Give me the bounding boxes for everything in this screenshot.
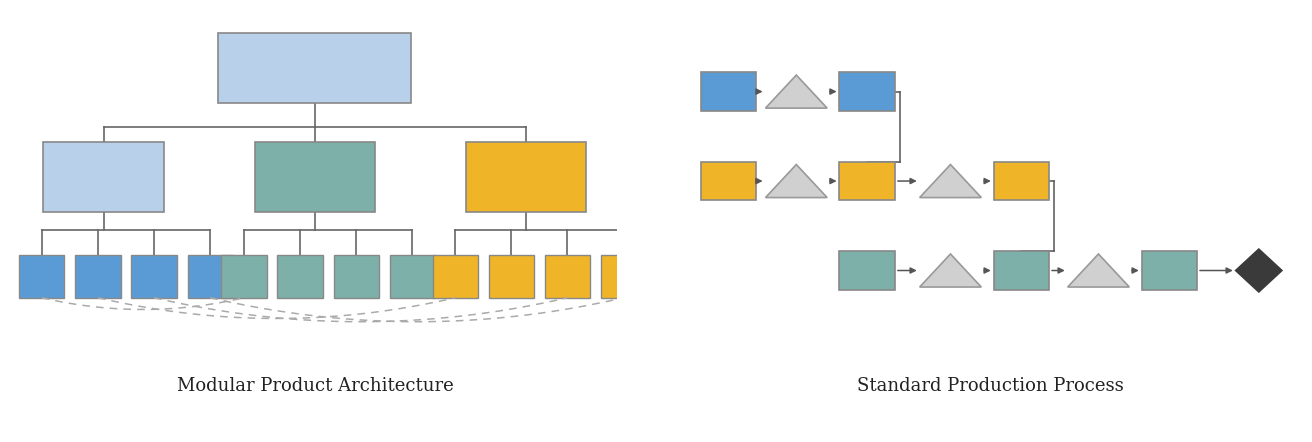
- FancyBboxPatch shape: [840, 162, 895, 201]
- FancyBboxPatch shape: [840, 72, 895, 111]
- FancyBboxPatch shape: [601, 255, 647, 298]
- FancyBboxPatch shape: [701, 162, 756, 201]
- FancyBboxPatch shape: [544, 255, 590, 298]
- FancyBboxPatch shape: [701, 72, 756, 111]
- Polygon shape: [765, 164, 827, 198]
- FancyBboxPatch shape: [75, 255, 121, 298]
- FancyBboxPatch shape: [433, 255, 478, 298]
- FancyBboxPatch shape: [1141, 251, 1197, 290]
- Polygon shape: [765, 75, 827, 108]
- FancyBboxPatch shape: [390, 255, 436, 298]
- FancyBboxPatch shape: [333, 255, 379, 298]
- Polygon shape: [1068, 254, 1130, 287]
- FancyBboxPatch shape: [993, 251, 1050, 290]
- FancyBboxPatch shape: [43, 142, 164, 212]
- FancyBboxPatch shape: [993, 162, 1050, 201]
- FancyBboxPatch shape: [488, 255, 534, 298]
- Polygon shape: [920, 254, 981, 287]
- FancyBboxPatch shape: [255, 142, 375, 212]
- FancyBboxPatch shape: [20, 255, 64, 298]
- Text: Standard Production Process: Standard Production Process: [857, 377, 1124, 395]
- FancyBboxPatch shape: [466, 142, 586, 212]
- FancyBboxPatch shape: [840, 251, 895, 290]
- FancyBboxPatch shape: [188, 255, 232, 298]
- FancyBboxPatch shape: [277, 255, 323, 298]
- FancyBboxPatch shape: [222, 255, 266, 298]
- Polygon shape: [920, 164, 981, 198]
- Text: Modular Product Architecture: Modular Product Architecture: [177, 377, 453, 395]
- FancyBboxPatch shape: [218, 33, 412, 103]
- Polygon shape: [1236, 249, 1282, 292]
- FancyBboxPatch shape: [131, 255, 177, 298]
